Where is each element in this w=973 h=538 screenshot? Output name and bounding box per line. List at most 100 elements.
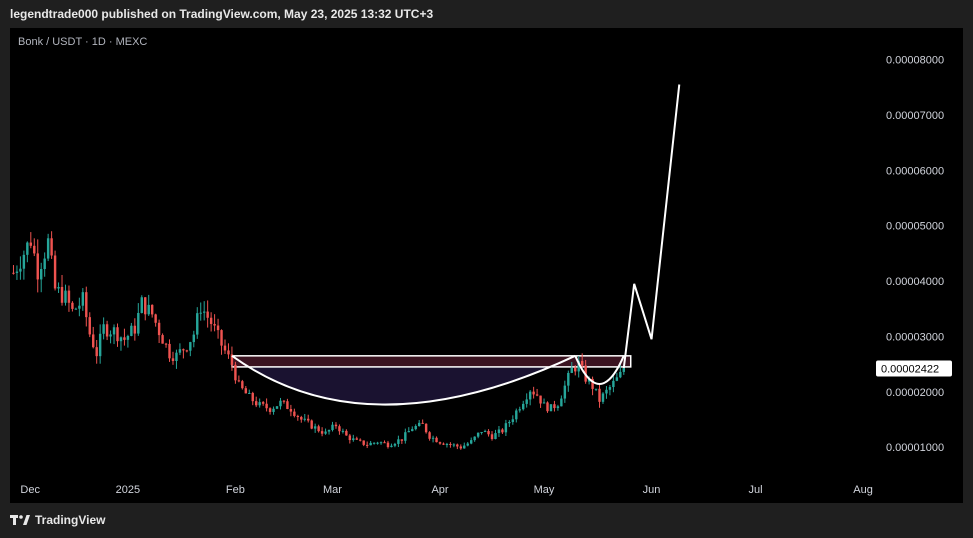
- candle[interactable]: [227, 343, 230, 359]
- candle[interactable]: [480, 431, 483, 435]
- candle[interactable]: [50, 231, 53, 259]
- candle[interactable]: [390, 443, 393, 448]
- candle[interactable]: [116, 323, 119, 347]
- candle[interactable]: [522, 400, 525, 411]
- candle[interactable]: [379, 441, 383, 445]
- candle[interactable]: [608, 384, 612, 396]
- candle[interactable]: [508, 420, 511, 427]
- candle[interactable]: [463, 442, 466, 449]
- candle[interactable]: [494, 429, 497, 440]
- candle[interactable]: [67, 285, 71, 312]
- candle[interactable]: [313, 423, 317, 433]
- candle[interactable]: [230, 346, 234, 371]
- candle[interactable]: [171, 351, 175, 365]
- candle[interactable]: [359, 438, 362, 442]
- candle[interactable]: [244, 386, 248, 394]
- candle[interactable]: [175, 349, 178, 369]
- candle[interactable]: [126, 334, 130, 348]
- candle[interactable]: [483, 429, 487, 433]
- candle[interactable]: [511, 415, 515, 425]
- candle[interactable]: [150, 304, 154, 318]
- candle[interactable]: [112, 324, 116, 345]
- candle[interactable]: [168, 339, 171, 362]
- candle[interactable]: [338, 424, 341, 435]
- candle[interactable]: [449, 442, 452, 448]
- candle[interactable]: [580, 353, 584, 368]
- candle[interactable]: [154, 313, 157, 327]
- candle[interactable]: [612, 374, 615, 393]
- candle[interactable]: [490, 431, 494, 441]
- candle[interactable]: [327, 429, 331, 435]
- candle[interactable]: [185, 349, 189, 353]
- candle[interactable]: [355, 436, 358, 440]
- candle[interactable]: [539, 395, 542, 408]
- candle[interactable]: [71, 301, 74, 312]
- candle[interactable]: [36, 239, 39, 293]
- candle[interactable]: [144, 297, 147, 321]
- candle[interactable]: [289, 404, 293, 417]
- candle[interactable]: [282, 400, 286, 404]
- chart-frame[interactable]: [10, 28, 963, 503]
- candle[interactable]: [459, 444, 463, 450]
- candle[interactable]: [12, 265, 15, 275]
- candle[interactable]: [605, 386, 608, 399]
- candle[interactable]: [546, 401, 549, 413]
- candle[interactable]: [497, 425, 501, 437]
- candle[interactable]: [206, 300, 209, 328]
- brand[interactable]: TradingView: [10, 513, 105, 527]
- candle[interactable]: [372, 442, 376, 445]
- candle[interactable]: [619, 364, 622, 379]
- candle[interactable]: [275, 406, 279, 410]
- candle[interactable]: [442, 442, 445, 446]
- candle[interactable]: [261, 401, 265, 406]
- candle[interactable]: [431, 435, 435, 443]
- candle[interactable]: [556, 404, 560, 411]
- candle[interactable]: [487, 429, 490, 437]
- candle[interactable]: [182, 348, 185, 359]
- candle[interactable]: [109, 330, 112, 344]
- candle[interactable]: [57, 282, 60, 293]
- candle[interactable]: [331, 421, 334, 432]
- candle[interactable]: [268, 407, 272, 415]
- candle[interactable]: [324, 428, 327, 435]
- candle[interactable]: [577, 355, 580, 378]
- candle[interactable]: [393, 442, 397, 448]
- candle[interactable]: [46, 233, 50, 262]
- candle[interactable]: [33, 238, 36, 257]
- candle[interactable]: [452, 443, 456, 448]
- candle[interactable]: [147, 294, 150, 316]
- candle[interactable]: [265, 398, 268, 412]
- candle[interactable]: [594, 388, 598, 392]
- candle[interactable]: [369, 440, 372, 446]
- candle[interactable]: [196, 307, 199, 339]
- candle[interactable]: [92, 326, 95, 349]
- candle[interactable]: [95, 339, 98, 364]
- candle[interactable]: [15, 265, 19, 280]
- candle[interactable]: [137, 303, 140, 336]
- candle[interactable]: [407, 427, 411, 433]
- candle[interactable]: [456, 443, 459, 450]
- candle[interactable]: [64, 284, 67, 306]
- candle[interactable]: [553, 400, 556, 412]
- candle[interactable]: [74, 307, 78, 310]
- candle[interactable]: [591, 376, 594, 396]
- candle[interactable]: [53, 250, 57, 291]
- candle[interactable]: [560, 395, 563, 407]
- candle[interactable]: [78, 297, 81, 317]
- candle[interactable]: [528, 390, 532, 406]
- candle[interactable]: [60, 274, 64, 306]
- candle[interactable]: [435, 436, 438, 443]
- candle[interactable]: [404, 428, 407, 444]
- candle[interactable]: [535, 388, 539, 397]
- candle[interactable]: [424, 423, 428, 434]
- candle[interactable]: [105, 320, 109, 341]
- candle[interactable]: [303, 414, 306, 422]
- candle[interactable]: [397, 435, 400, 448]
- candle[interactable]: [504, 419, 508, 437]
- candle[interactable]: [438, 441, 442, 445]
- candle[interactable]: [469, 437, 473, 445]
- candle[interactable]: [130, 322, 133, 337]
- candle[interactable]: [341, 428, 345, 434]
- candle[interactable]: [421, 419, 424, 424]
- candle[interactable]: [189, 341, 192, 357]
